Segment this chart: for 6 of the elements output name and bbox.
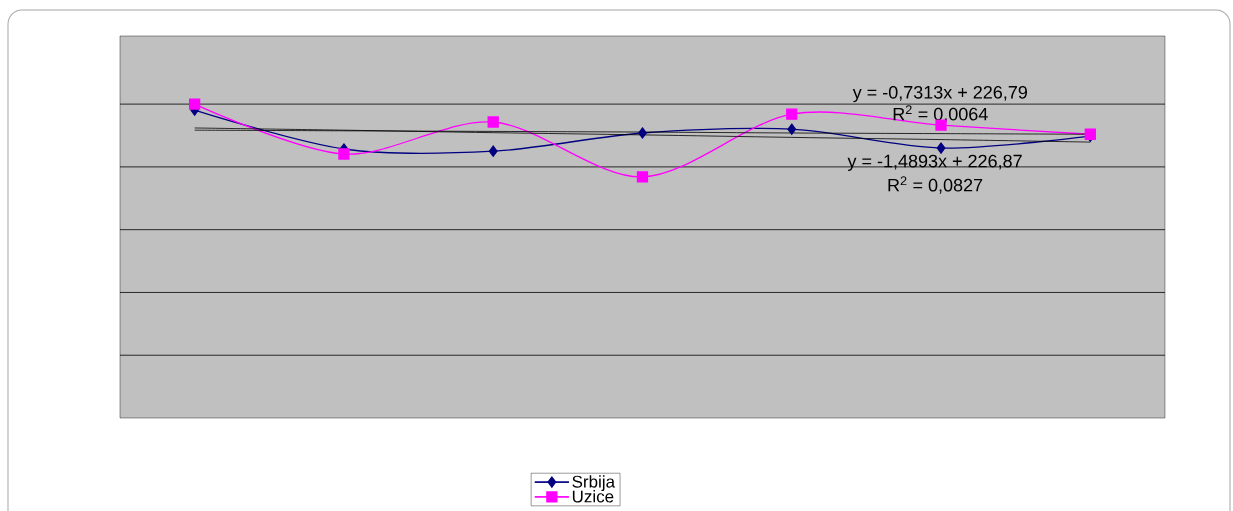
legend-label: Uzice bbox=[572, 490, 614, 503]
annotation: R$^{2}$ = 0,0827 bbox=[888, 176, 983, 194]
legend-label: Srbija bbox=[572, 475, 616, 492]
text: y = -0,7313x + 226,79 bbox=[852, 85, 1027, 103]
annotation: R$^{2}$ = 0,0064 bbox=[893, 105, 988, 123]
annotation: y = -1,4893x + 226,87 bbox=[847, 154, 1022, 171]
